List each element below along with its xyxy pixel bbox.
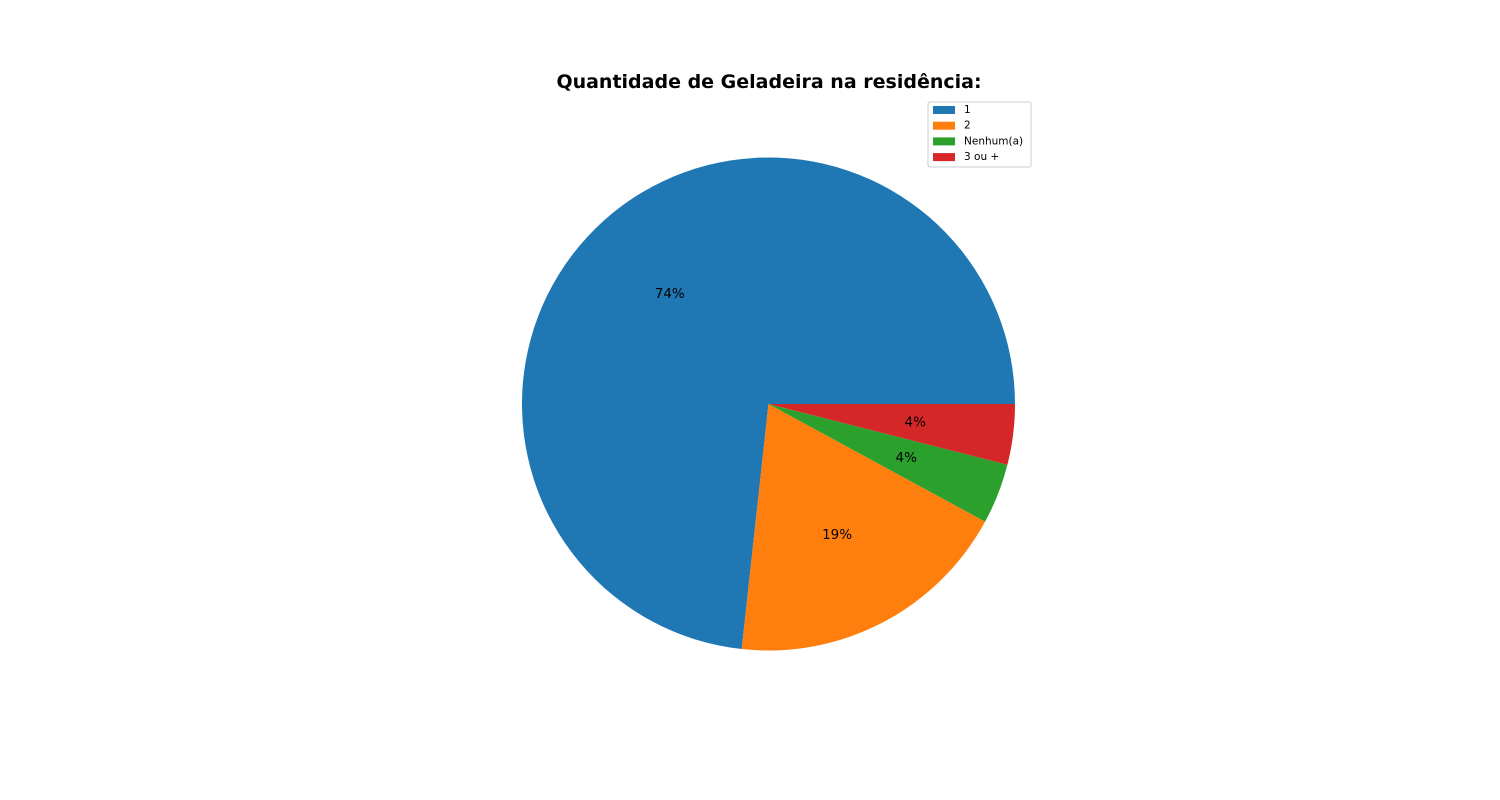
legend-label: 3 ou + — [964, 151, 999, 163]
legend-items: 1 2 Nenhum(a) 3 ou + — [933, 104, 1023, 163]
legend-swatch — [933, 137, 955, 146]
pie-percent-label: 19% — [822, 527, 852, 543]
pie-slice-2 — [741, 404, 986, 651]
legend-frame — [927, 101, 1032, 168]
legend-label: 1 — [964, 104, 971, 116]
pie-percent-labels: 74% 19% 4% 4% — [655, 286, 926, 543]
pie-slices — [522, 157, 1015, 651]
legend-swatch — [933, 106, 955, 114]
pie-slice-1 — [522, 157, 1015, 650]
pie-slice-4 — [768, 404, 1015, 465]
legend-label: Nenhum(a) — [964, 135, 1023, 147]
pie-percent-label: 4% — [905, 414, 927, 430]
legend-swatch — [933, 153, 955, 162]
pie-slice-3 — [768, 404, 1008, 522]
legend-label: 2 — [964, 120, 971, 132]
pie-percent-label: 4% — [896, 450, 918, 466]
pie-percent-label: 74% — [655, 286, 685, 302]
legend: 1 2 Nenhum(a) 3 ou + — [927, 101, 1032, 168]
legend-swatch — [933, 121, 955, 130]
chart-title: Quantidade de Geladeira na residência: — [556, 71, 981, 93]
